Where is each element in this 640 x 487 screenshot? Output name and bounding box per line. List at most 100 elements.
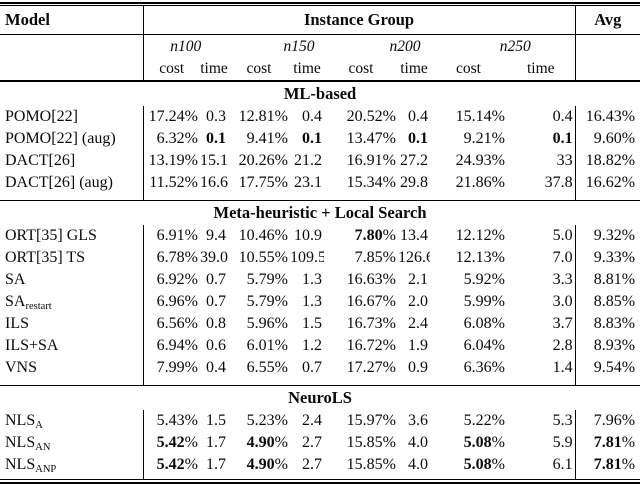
cost-value: 5.79% [246, 271, 288, 288]
cost-value: 6.04% [463, 337, 505, 354]
cost-value: 6.55% [246, 359, 288, 376]
section-header-row: Meta-heuristic + Local Search [0, 200, 640, 225]
cost-value: 10.55% [238, 249, 288, 266]
model-label: NLSANP [0, 454, 144, 480]
cost-value: 5.08% [463, 434, 505, 451]
model-label: POMO[22] [0, 106, 144, 128]
cost-value: 5.92% [463, 271, 505, 288]
table-row: ORT[35] GLS 6.91% 9.4 10.46% 10.9 7.80% 13.4 12… [0, 225, 640, 247]
time-value: 0.7 [302, 359, 322, 376]
model-label: VNS [0, 357, 144, 386]
section-title: Meta-heuristic + Local Search [0, 200, 640, 225]
time-value: 0.9 [408, 359, 428, 376]
time-value: 1.7 [206, 456, 226, 473]
table-row: SA 6.92% 0.7 5.79% 1.3 16.63% 2.1 5.92% 3.3 8.81% [0, 269, 640, 291]
cost-time-header-row: cost time cost time cost time cost time [0, 58, 640, 82]
avg-value: 16.43% [574, 106, 640, 128]
cost-value: 6.94% [156, 337, 198, 354]
model-label-subscript: A [35, 420, 43, 431]
group-header-avg-spacer [574, 34, 640, 58]
cost-value: 13.47% [346, 130, 396, 147]
table-row: ILS 6.56% 0.8 5.96% 1.5 16.73% 2.4 6.08% 3.7 8.83… [0, 313, 640, 335]
cost-value: 4.90% [246, 456, 288, 473]
cost-value: 15.85% [346, 434, 396, 451]
avg-value: 18.82% [574, 150, 640, 172]
cost-value: 16.72% [346, 337, 396, 354]
cost-value: 15.85% [346, 456, 396, 473]
time-value: 10.9 [294, 227, 322, 244]
section-header-row: NeuroLS [0, 385, 640, 410]
time-value: 15.1 [200, 152, 228, 169]
time-value: 29.8 [400, 174, 428, 191]
cost-value: 10.46% [238, 227, 288, 244]
cost-value: 21.86% [455, 174, 505, 191]
table-row: ILS+SA 6.94% 0.6 6.01% 1.2 16.72% 1.9 6.04% 2.8 8… [0, 335, 640, 357]
group-header-n150: n150 [283, 37, 315, 55]
model-label: SA [0, 269, 144, 291]
model-label: SArestart [0, 291, 144, 313]
table-body: ML-based POMO[22] 17.24% 0.3 12.81% 0.4 20.52%… [0, 81, 640, 480]
time-value: 13.4 [400, 227, 428, 244]
cost-value: 20.52% [346, 108, 396, 125]
group-header-spacer [0, 34, 144, 58]
time-value: 1.3 [302, 271, 322, 288]
time-value: 5.3 [552, 412, 573, 429]
cost-value: 17.27% [346, 359, 396, 376]
table-row: DACT[26] 13.19% 15.1 20.26% 21.2 16.91% 27.2 24… [0, 150, 640, 172]
time-value: 0.4 [552, 108, 573, 125]
cost-value: 6.56% [156, 315, 198, 332]
time-value: 2.7 [302, 456, 322, 473]
time-value: 3.0 [552, 293, 573, 310]
time-value: 0.3 [206, 108, 226, 125]
model-label: ILS [0, 313, 144, 335]
model-label: NLSAN [0, 432, 144, 454]
cost-value: 24.93% [455, 152, 505, 169]
model-label: ORT[35] GLS [0, 225, 144, 247]
cost-value: 5.79% [246, 293, 288, 310]
avg-value: 9.33% [574, 247, 640, 269]
avg-value: 9.54% [574, 357, 640, 386]
cost-value: 12.81% [238, 108, 288, 125]
cost-value: 13.19% [148, 152, 198, 169]
cost-value: 4.90% [246, 434, 288, 451]
cost-value: 5.96% [246, 315, 288, 332]
time-value: 0.7 [206, 293, 226, 310]
cost-time-avg-spacer [574, 58, 640, 82]
cost-value: 15.14% [455, 108, 505, 125]
time-value: 2.7 [302, 434, 322, 451]
time-value: 1.3 [302, 293, 322, 310]
cost-value: 7.99% [156, 359, 198, 376]
table-header-instance-group: Instance Group [143, 5, 576, 35]
cost-value: 7.85% [354, 249, 396, 266]
cost-value: 11.52% [149, 174, 198, 191]
time-value: 3.7 [552, 315, 573, 332]
avg-value: 8.85% [574, 291, 640, 313]
cost-value: 17.24% [148, 108, 198, 125]
avg-value: 7.81% [574, 454, 640, 480]
cost-value: 6.91% [156, 227, 198, 244]
time-value: 7.0 [552, 249, 573, 266]
time-value: 6.1 [552, 456, 573, 473]
model-label: POMO[22] (aug) [0, 128, 144, 150]
cost-value: 6.78% [156, 249, 198, 266]
time-value: 1.7 [206, 434, 226, 451]
time-value: 4.0 [408, 434, 428, 451]
model-label: ORT[35] TS [0, 247, 144, 269]
avg-value: 8.81% [574, 269, 640, 291]
cost-value: 6.08% [463, 315, 505, 332]
cost-value: 16.67% [346, 293, 396, 310]
time-value: 16.6 [200, 174, 228, 191]
time-value: 33 [556, 152, 573, 169]
cost-value: 16.91% [346, 152, 396, 169]
time-value: 1.5 [206, 412, 226, 429]
time-value: 2.0 [408, 293, 428, 310]
cost-label-n150: cost [228, 58, 290, 82]
time-value: 0.8 [206, 315, 226, 332]
model-label: DACT[26] (aug) [0, 172, 144, 201]
time-label-n150: time [290, 58, 324, 82]
cost-value: 5.22% [463, 412, 505, 429]
time-value: 21.2 [294, 152, 322, 169]
model-label-subscript: ANP [35, 464, 57, 475]
time-value: 37.8 [544, 174, 573, 191]
